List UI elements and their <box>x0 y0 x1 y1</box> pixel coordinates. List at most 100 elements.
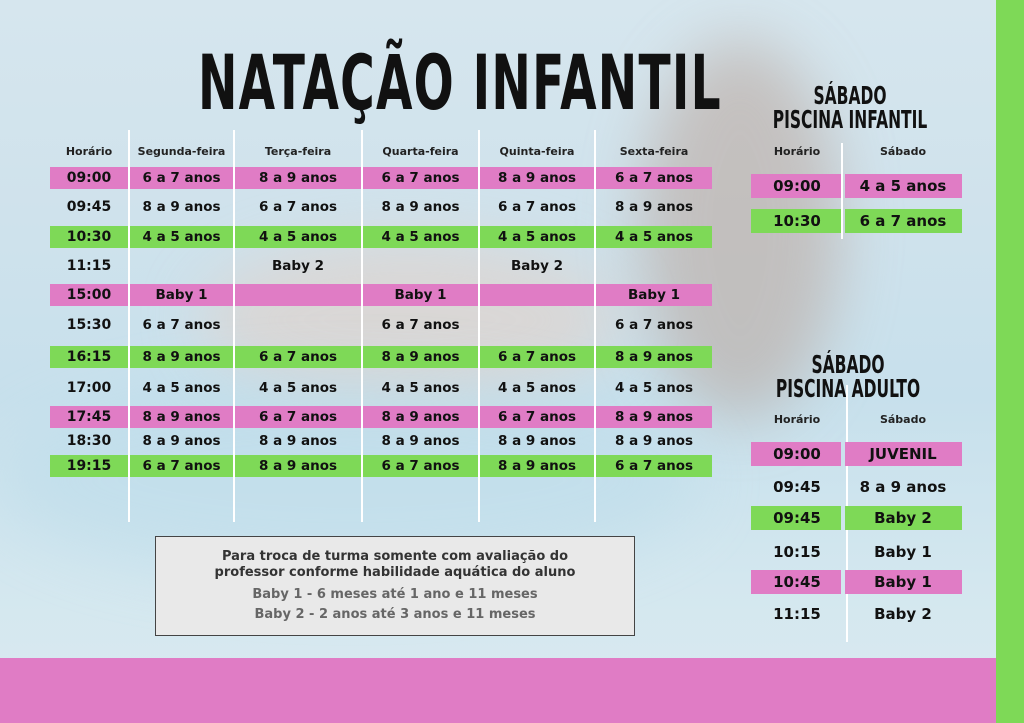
row-highlight <box>751 442 841 466</box>
column-divider <box>361 130 363 522</box>
row-highlight <box>751 174 841 198</box>
saturday-adult-title-line1: SÁBADO <box>811 350 885 379</box>
row-highlight <box>845 506 962 530</box>
row-highlight <box>50 406 128 428</box>
time-cell: 10:15 <box>773 543 821 561</box>
class-cell: 6 a 7 anos <box>381 317 460 333</box>
time-cell: 15:30 <box>66 317 112 333</box>
row-highlight <box>845 570 962 594</box>
class-cell: 6 a 7 anos <box>614 317 694 333</box>
class-cell: 6 a 7 anos <box>142 317 221 333</box>
class-cell: 6 a 7 anos <box>258 349 338 365</box>
note-line-1: Para troca de turma somente com avaliaçã… <box>221 549 569 564</box>
time-cell: 09:00 <box>66 170 112 186</box>
row-highlight <box>363 167 478 189</box>
class-cell: JUVENIL <box>869 445 937 463</box>
row-highlight <box>50 226 128 248</box>
time-cell: 10:30 <box>66 229 112 245</box>
time-cell: 09:00 <box>773 445 821 463</box>
class-cell: 8 a 9 anos <box>497 433 577 449</box>
green-brush-stripe <box>996 0 1024 723</box>
row-highlight <box>596 455 712 477</box>
background-photo-children <box>200 240 620 400</box>
class-cell: Baby 1 <box>874 543 932 561</box>
time-cell: 09:45 <box>773 478 821 496</box>
class-cell: 8 a 9 anos <box>614 349 694 365</box>
row-highlight <box>480 226 594 248</box>
time-cell: 11:15 <box>773 605 821 623</box>
class-cell: Baby 1 <box>394 287 447 303</box>
class-cell: 4 a 5 anos <box>258 229 338 245</box>
saturday-kids-title: SÁBADO PISCINA INFANTIL <box>769 81 930 132</box>
time-cell: 17:00 <box>66 380 112 396</box>
time-cell: 18:30 <box>66 433 112 449</box>
class-cell: 8 a 9 anos <box>258 433 338 449</box>
class-cell: 8 a 9 anos <box>859 478 947 496</box>
time-cell: 19:15 <box>66 458 112 474</box>
class-cell: 6 a 7 anos <box>142 170 221 186</box>
row-highlight <box>130 284 233 306</box>
row-highlight <box>480 346 594 368</box>
class-cell: 6 a 7 anos <box>497 199 577 215</box>
class-cell: 8 a 9 anos <box>258 458 338 474</box>
time-cell: 10:45 <box>773 573 821 591</box>
note-line-2: professor conforme habilidade aquática d… <box>214 565 576 580</box>
column-header: Sexta-feira <box>619 145 689 158</box>
class-cell: Baby 1 <box>155 287 208 303</box>
row-highlight <box>363 406 478 428</box>
row-highlight <box>596 346 712 368</box>
class-cell: 4 a 5 anos <box>614 380 694 396</box>
column-header: Horário <box>773 145 821 158</box>
class-cell: 4 a 5 anos <box>142 380 221 396</box>
time-cell: 16:15 <box>66 349 112 365</box>
class-cell: 4 a 5 anos <box>381 380 460 396</box>
saturday-adult-title-line2: PISCINA ADULTO <box>775 374 921 403</box>
row-highlight <box>235 284 361 306</box>
row-highlight <box>596 167 712 189</box>
column-header: Terça-feira <box>264 145 332 158</box>
saturday-kids-title-line1: SÁBADO <box>813 81 887 110</box>
row-highlight <box>130 455 233 477</box>
class-cell: Baby 2 <box>874 509 932 527</box>
row-highlight <box>130 226 233 248</box>
row-highlight <box>480 167 594 189</box>
class-cell: 8 a 9 anos <box>381 349 460 365</box>
note-baby1-definition: Baby 1 - 6 meses até 1 ano e 11 meses <box>252 587 538 602</box>
column-divider <box>841 143 843 239</box>
class-cell: 8 a 9 anos <box>614 433 694 449</box>
row-highlight <box>235 346 361 368</box>
class-cell: 6 a 7 anos <box>142 458 221 474</box>
column-header: Horário <box>773 413 821 426</box>
column-header: Sábado <box>879 413 927 426</box>
time-cell: 15:00 <box>66 287 112 303</box>
column-divider <box>594 130 596 522</box>
class-cell: 4 a 5 anos <box>258 380 338 396</box>
row-highlight <box>130 406 233 428</box>
row-highlight <box>130 167 233 189</box>
row-highlight <box>596 226 712 248</box>
column-header: Quarta-feira <box>382 145 459 158</box>
class-cell: Baby 2 <box>272 258 324 274</box>
row-highlight <box>596 406 712 428</box>
class-cell: 4 a 5 anos <box>497 380 577 396</box>
row-highlight <box>363 455 478 477</box>
time-cell: 17:45 <box>66 409 112 425</box>
column-header: Horário <box>65 145 113 158</box>
row-highlight <box>363 284 478 306</box>
class-cell: 8 a 9 anos <box>142 409 221 425</box>
row-highlight <box>50 167 128 189</box>
class-cell: Baby 1 <box>874 573 932 591</box>
class-cell: 6 a 7 anos <box>258 409 338 425</box>
class-change-note: Para troca de turma somente com avaliaçã… <box>155 536 635 636</box>
row-highlight <box>235 406 361 428</box>
row-highlight <box>751 209 841 233</box>
class-cell: 4 a 5 anos <box>859 177 947 195</box>
class-cell: 8 a 9 anos <box>142 349 221 365</box>
class-cell: 6 a 7 anos <box>497 349 577 365</box>
note-baby2-definition: Baby 2 - 2 anos até 3 anos e 11 meses <box>254 607 536 622</box>
class-cell: 8 a 9 anos <box>497 458 577 474</box>
row-highlight <box>751 506 841 530</box>
time-cell: 09:00 <box>773 177 821 195</box>
class-cell: 8 a 9 anos <box>381 433 460 449</box>
row-highlight <box>480 455 594 477</box>
